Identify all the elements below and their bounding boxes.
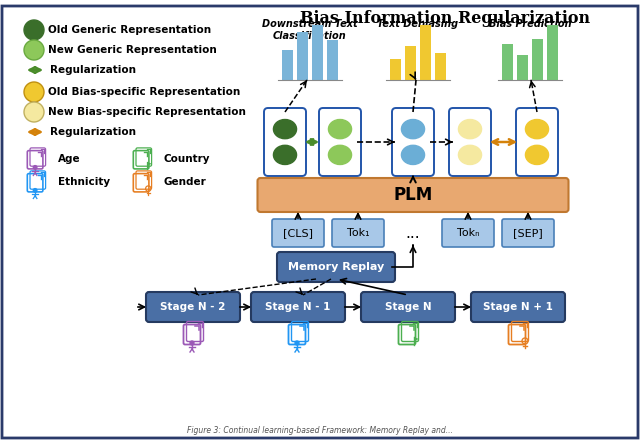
Text: Memory Replay: Memory Replay <box>288 262 384 272</box>
Text: Downstream Text
Classification: Downstream Text Classification <box>262 19 358 40</box>
Ellipse shape <box>401 145 424 165</box>
Text: Stage N - 2: Stage N - 2 <box>160 302 226 312</box>
FancyBboxPatch shape <box>251 292 345 322</box>
Ellipse shape <box>401 120 424 139</box>
Text: Text Debiasing: Text Debiasing <box>378 19 459 29</box>
Text: Ethnicity: Ethnicity <box>58 177 110 187</box>
FancyBboxPatch shape <box>146 292 240 322</box>
FancyBboxPatch shape <box>361 292 455 322</box>
Ellipse shape <box>273 120 296 139</box>
Text: Bias Prediction: Bias Prediction <box>489 19 572 29</box>
Bar <box>420 25 431 80</box>
FancyBboxPatch shape <box>392 108 434 176</box>
Ellipse shape <box>24 40 44 60</box>
Text: Age: Age <box>58 154 81 164</box>
Text: New Bias-specific Representation: New Bias-specific Representation <box>48 107 246 117</box>
Ellipse shape <box>24 102 44 122</box>
FancyBboxPatch shape <box>264 108 306 176</box>
Text: Country: Country <box>164 154 211 164</box>
Text: Old Bias-specific Representation: Old Bias-specific Representation <box>48 87 240 97</box>
Text: Tokₙ: Tokₙ <box>457 228 479 238</box>
Text: Stage N - 1: Stage N - 1 <box>266 302 331 312</box>
Ellipse shape <box>273 145 296 165</box>
Text: Stage N: Stage N <box>385 302 431 312</box>
FancyBboxPatch shape <box>442 219 494 247</box>
Ellipse shape <box>33 189 37 192</box>
FancyBboxPatch shape <box>516 108 558 176</box>
FancyBboxPatch shape <box>277 252 395 282</box>
Bar <box>390 59 401 80</box>
Text: Bias Information Regularization: Bias Information Regularization <box>300 10 590 27</box>
Ellipse shape <box>525 120 548 139</box>
Text: PLM: PLM <box>394 186 433 204</box>
Ellipse shape <box>33 165 37 169</box>
Ellipse shape <box>458 145 481 165</box>
Ellipse shape <box>24 20 44 40</box>
Bar <box>502 44 513 80</box>
Text: [CLS]: [CLS] <box>283 228 313 238</box>
Bar <box>532 39 543 80</box>
Ellipse shape <box>328 145 351 165</box>
Text: Regularization: Regularization <box>50 65 136 75</box>
Text: [SEP]: [SEP] <box>513 228 543 238</box>
FancyBboxPatch shape <box>449 108 491 176</box>
Bar <box>547 25 558 80</box>
Text: Figure 3: Continual learning-based Framework: Memory Replay and...: Figure 3: Continual learning-based Frame… <box>187 426 453 435</box>
Bar <box>327 40 338 80</box>
Text: New Generic Representation: New Generic Representation <box>48 45 217 55</box>
Bar <box>405 46 416 80</box>
Bar <box>297 32 308 80</box>
FancyBboxPatch shape <box>257 178 568 212</box>
Ellipse shape <box>328 120 351 139</box>
Text: Old Generic Representation: Old Generic Representation <box>48 25 211 35</box>
Ellipse shape <box>458 120 481 139</box>
Text: Gender: Gender <box>164 177 207 187</box>
Text: Regularization: Regularization <box>50 127 136 137</box>
Polygon shape <box>414 337 419 341</box>
Ellipse shape <box>190 341 194 345</box>
Bar <box>282 50 293 80</box>
Bar <box>517 55 528 80</box>
FancyBboxPatch shape <box>502 219 554 247</box>
FancyBboxPatch shape <box>471 292 565 322</box>
FancyBboxPatch shape <box>272 219 324 247</box>
Text: Stage N + 1: Stage N + 1 <box>483 302 553 312</box>
FancyBboxPatch shape <box>332 219 384 247</box>
Bar <box>312 25 323 80</box>
Bar <box>435 52 446 80</box>
FancyBboxPatch shape <box>319 108 361 176</box>
Text: Tok₁: Tok₁ <box>347 228 369 238</box>
Ellipse shape <box>24 82 44 102</box>
Ellipse shape <box>525 145 548 165</box>
Text: ...: ... <box>406 225 420 241</box>
Ellipse shape <box>295 341 299 345</box>
Polygon shape <box>147 162 152 165</box>
